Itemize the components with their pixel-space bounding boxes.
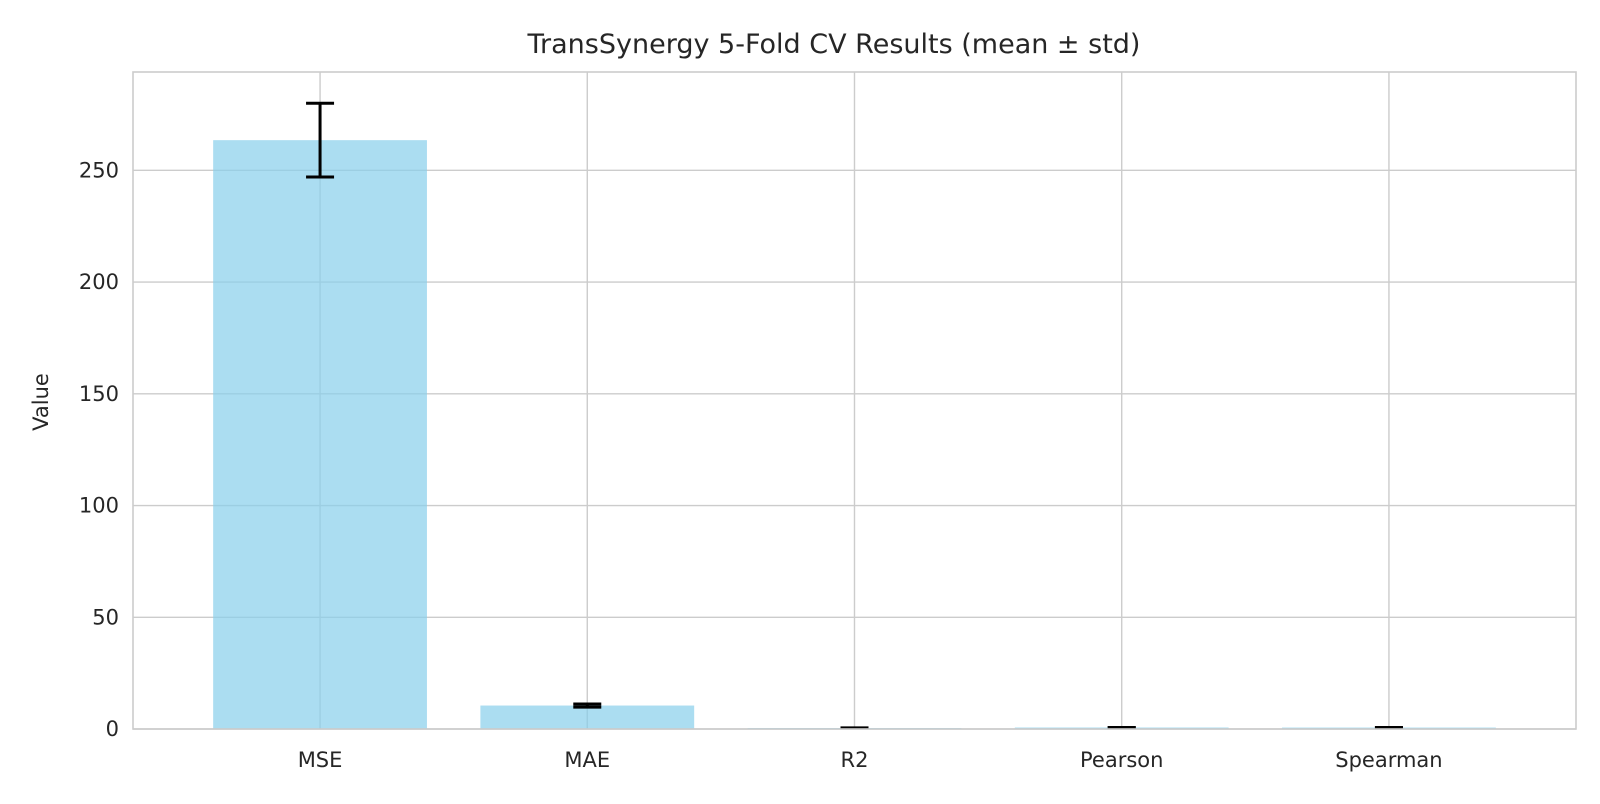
bar-mse (213, 140, 427, 730)
y-axis-label: Value (29, 373, 53, 431)
y-tick-label: 250 (79, 158, 119, 182)
bar-layer (213, 140, 1496, 730)
x-tick-label: Spearman (1335, 748, 1442, 772)
x-tick-label: R2 (841, 748, 869, 772)
plot-frame (132, 71, 1577, 730)
chart-title: TransSynergy 5-Fold CV Results (mean ± s… (527, 29, 1141, 60)
tick-label-layer: 0 50 100 150 200 250 MSE MAE R2 Pearson Spearman (79, 158, 1443, 772)
y-tick-label: 0 (106, 717, 119, 741)
y-tick-label: 150 (79, 382, 119, 406)
bar-mae (480, 705, 695, 729)
x-tick-label: MSE (298, 748, 343, 772)
y-tick-label: 200 (79, 270, 119, 294)
x-tick-label: MAE (564, 748, 610, 772)
y-tick-label: 50 (92, 605, 119, 629)
x-tick-label: Pearson (1080, 748, 1163, 772)
y-tick-label: 100 (79, 494, 119, 518)
error-bar-layer (306, 101, 1403, 730)
